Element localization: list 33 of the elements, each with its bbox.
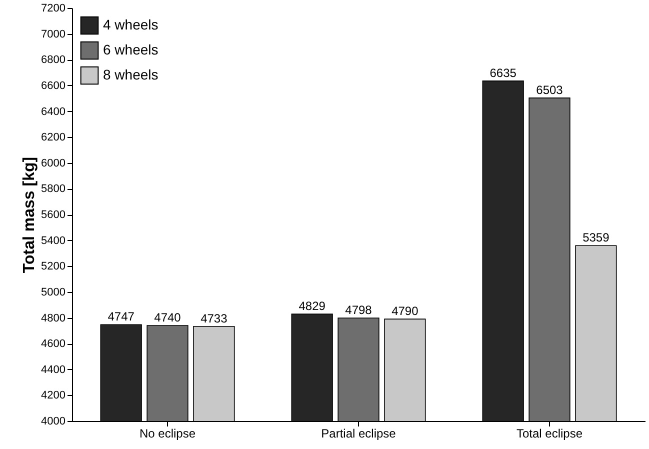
y-tick-label: 4800 bbox=[41, 312, 66, 324]
y-tick-label: 6800 bbox=[41, 54, 66, 66]
y-tick-label: 4200 bbox=[41, 390, 66, 402]
legend-label: 4 wheels bbox=[103, 16, 158, 32]
y-tick-label: 4400 bbox=[41, 364, 66, 376]
y-tick-label: 6000 bbox=[41, 157, 66, 170]
data-label: 4829 bbox=[298, 299, 326, 314]
y-tick-label: 6200 bbox=[41, 132, 66, 144]
y-axis-title: Total mass [kg] bbox=[21, 156, 38, 274]
data-label: 4798 bbox=[345, 303, 372, 318]
y-tick-label: 7000 bbox=[41, 28, 66, 40]
data-label: 5359 bbox=[582, 230, 610, 245]
data-label: 6503 bbox=[536, 82, 564, 97]
x-tick-label: Partial eclipse bbox=[321, 426, 396, 440]
legend-label: 6 wheels bbox=[103, 42, 158, 58]
legend-label: 8 wheels bbox=[103, 66, 158, 82]
data-label: 6635 bbox=[490, 66, 517, 80]
data-label: 4790 bbox=[392, 304, 419, 318]
y-tick-label: 4000 bbox=[41, 416, 66, 428]
data-label: 4740 bbox=[154, 310, 182, 324]
y-tick-label: 6600 bbox=[41, 80, 66, 92]
y-tick-label: 5400 bbox=[41, 234, 66, 247]
y-tick-label: 5800 bbox=[41, 183, 66, 196]
data-label: 4733 bbox=[200, 311, 228, 326]
y-tick-label: 5600 bbox=[41, 209, 66, 221]
x-tick-label: Total eclipse bbox=[516, 426, 583, 440]
y-tick-label: 5000 bbox=[41, 286, 66, 298]
y-tick-label: 5200 bbox=[41, 260, 66, 273]
y-tick-label: 7200 bbox=[41, 2, 66, 14]
data-label: 4747 bbox=[108, 310, 135, 324]
x-tick-label: No eclipse bbox=[139, 426, 196, 440]
y-tick-label: 6400 bbox=[41, 106, 66, 118]
y-tick-label: 4600 bbox=[41, 338, 66, 350]
